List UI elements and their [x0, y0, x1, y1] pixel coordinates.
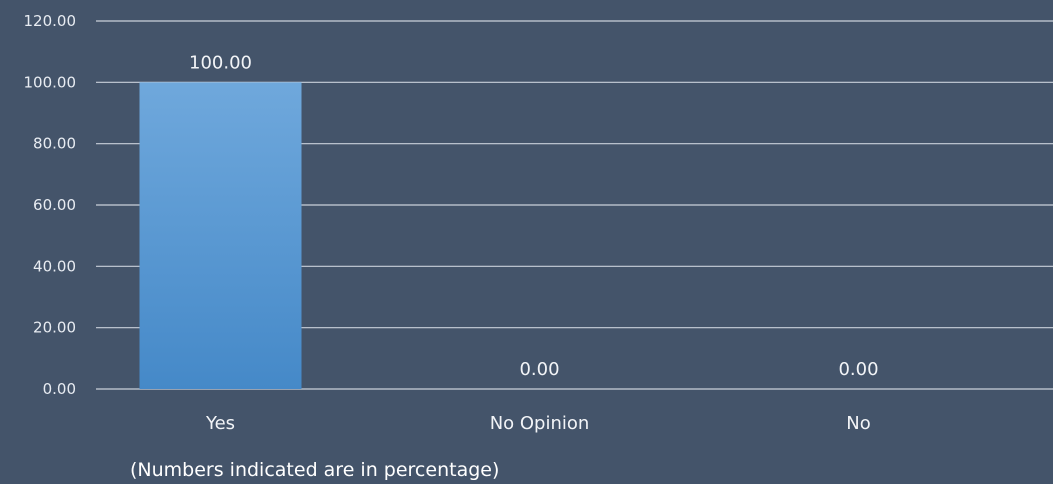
- y-axis-tick-labels: 0.00 20.00 40.00 60.00 80.00 100.00 120.00: [24, 12, 77, 398]
- y-tick-label: 20.00: [33, 319, 76, 337]
- y-tick-label: 80.00: [33, 135, 76, 153]
- data-label: 0.00: [519, 359, 559, 380]
- y-tick-label: 40.00: [33, 257, 76, 275]
- category-label: No: [846, 413, 870, 434]
- y-tick-label: 60.00: [33, 196, 76, 214]
- data-label: 100.00: [189, 52, 252, 73]
- y-tick-label: 120.00: [24, 12, 77, 30]
- category-label: No Opinion: [490, 413, 590, 434]
- percentage-note: (Numbers indicated are in percentage): [130, 459, 499, 481]
- data-label: 0.00: [838, 359, 878, 380]
- y-tick-label: 0.00: [43, 380, 76, 398]
- y-tick-label: 100.00: [24, 73, 77, 91]
- data-labels: 100.00 0.00 0.00: [189, 52, 879, 380]
- category-label: Yes: [205, 413, 235, 434]
- category-labels: Yes No Opinion No: [205, 413, 871, 434]
- bar-yes: [139, 82, 302, 389]
- bars: [139, 82, 302, 389]
